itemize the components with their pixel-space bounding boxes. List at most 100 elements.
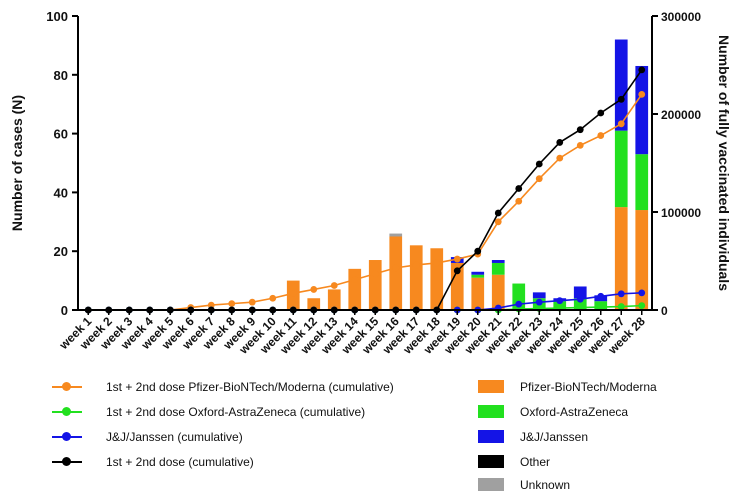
series-point <box>494 209 502 217</box>
legend-swatch <box>478 455 504 468</box>
bar-segment <box>491 260 505 263</box>
lines-layer <box>84 66 646 314</box>
legend-label: 1st + 2nd dose (cumulative) <box>106 455 254 469</box>
legend-swatch <box>478 478 504 491</box>
bar-segment <box>368 260 382 310</box>
series-point <box>617 95 625 103</box>
series-line <box>88 69 643 311</box>
y-tick-label: 80 <box>54 68 68 83</box>
series-point <box>453 267 461 275</box>
series-point <box>638 289 646 297</box>
bar-segment <box>573 298 587 310</box>
bar-segment <box>471 274 485 278</box>
series-point <box>474 247 482 255</box>
legend-dot-marker <box>62 457 71 466</box>
series-point <box>617 120 625 128</box>
y2-axis-title: Number of fully vaccinated individuals <box>716 35 732 291</box>
series-point <box>392 264 400 272</box>
bar-segment <box>614 207 628 310</box>
y2-tick-label: 300000 <box>661 10 701 24</box>
series-point <box>453 255 461 263</box>
legend-dot-marker <box>62 432 71 441</box>
bar-segment <box>409 245 423 310</box>
bar-segment <box>389 233 403 237</box>
series-point <box>617 303 625 310</box>
series-point <box>310 286 318 293</box>
bar-segment <box>614 130 628 208</box>
series-point <box>535 160 543 168</box>
y-tick-label: 0 <box>61 303 68 318</box>
series-point <box>248 298 256 306</box>
y-tick-label: 40 <box>54 185 68 200</box>
bar-segment <box>491 262 505 275</box>
legend-dot-marker <box>62 407 71 416</box>
series-point <box>330 282 338 289</box>
series-point <box>597 109 605 117</box>
series-point <box>576 295 584 303</box>
series-point <box>556 154 564 162</box>
bar-segment <box>307 298 321 310</box>
bar-segment <box>491 274 505 310</box>
bar-segment <box>471 271 485 275</box>
y-tick-label: 60 <box>54 127 68 142</box>
bar-segment <box>635 210 649 310</box>
bar-segment <box>532 292 546 299</box>
series-point <box>638 91 646 98</box>
legend-label: J&J/Janssen <box>520 430 589 444</box>
legend-label: 1st + 2nd dose Pfizer-BioNTech/Moderna (… <box>106 380 394 394</box>
series-point <box>535 175 543 183</box>
series-point <box>515 300 523 308</box>
series-point <box>228 300 236 308</box>
y2-tick-label: 200000 <box>661 108 701 122</box>
bar-segment <box>635 65 649 155</box>
bar-segment <box>573 286 587 299</box>
legend-label: Oxford-AstraZeneca <box>520 405 629 419</box>
series-point <box>269 294 277 302</box>
series-point <box>617 290 625 298</box>
y-tick-label: 100 <box>46 9 68 24</box>
y-axis-title: Number of cases (N) <box>9 95 25 231</box>
series-point <box>597 292 605 300</box>
legend-label: J&J/Janssen (cumulative) <box>106 430 243 444</box>
series-point <box>515 185 523 192</box>
bar-segment <box>635 154 649 211</box>
bar-segment <box>471 277 485 310</box>
series-point <box>351 276 359 284</box>
y-tick-label: 20 <box>54 244 68 259</box>
series-point <box>576 141 584 149</box>
series-point <box>535 298 543 306</box>
series-point <box>289 289 297 297</box>
series-point <box>638 66 646 74</box>
series-point <box>638 302 646 309</box>
series-point <box>371 270 379 278</box>
series-point <box>597 303 605 311</box>
bar-segment <box>614 39 628 131</box>
series-point <box>576 126 584 134</box>
legend-label: Pfizer-BioNTech/Moderna <box>520 380 657 394</box>
bar-segment <box>327 289 341 310</box>
series-point <box>556 139 564 146</box>
bar-segment <box>450 262 464 310</box>
bars-layer <box>286 39 649 310</box>
series-point <box>515 197 523 205</box>
legend-swatch <box>478 380 504 393</box>
series-point <box>412 261 420 269</box>
legend-label: Unknown <box>520 478 571 492</box>
series-point <box>433 259 441 267</box>
bar-segment <box>348 268 362 310</box>
series-line <box>88 93 643 311</box>
legend-label: 1st + 2nd dose Oxford-AstraZeneca (cumul… <box>106 405 366 419</box>
legend-swatch <box>478 405 504 418</box>
legend-swatch <box>478 430 504 443</box>
series-point <box>494 218 502 226</box>
axes-layer <box>77 16 653 311</box>
series-point <box>597 132 605 139</box>
bar-segment <box>389 236 403 310</box>
legend-label: Other <box>520 455 551 469</box>
legend-dot-marker <box>62 382 71 391</box>
series-point <box>556 297 564 305</box>
y2-tick-label: 0 <box>661 304 668 318</box>
y2-tick-label: 100000 <box>661 206 701 220</box>
series-point <box>207 301 215 309</box>
